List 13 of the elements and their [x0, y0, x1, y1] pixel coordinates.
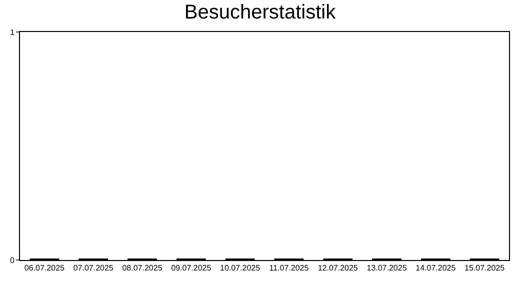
x-tick-label: 10.07.2025: [220, 264, 261, 273]
x-tick-label: 07.07.2025: [73, 264, 114, 273]
x-tick-label: 06.07.2025: [24, 264, 66, 273]
x-tick-label: 14.07.2025: [416, 264, 456, 273]
y-tick-label: 0: [10, 256, 15, 265]
x-tick-label: 13.07.2025: [366, 264, 408, 273]
x-tick-label: 08.07.2025: [122, 264, 163, 273]
x-tick-label: 11.07.2025: [269, 264, 310, 273]
x-tick-label: 15.07.2025: [464, 264, 506, 273]
x-tick-label: 09.07.2025: [171, 264, 212, 273]
chart-title: Besucherstatistik: [184, 2, 337, 24]
x-tick-label: 12.07.2025: [318, 264, 358, 273]
y-tick-label: 1: [10, 28, 15, 37]
